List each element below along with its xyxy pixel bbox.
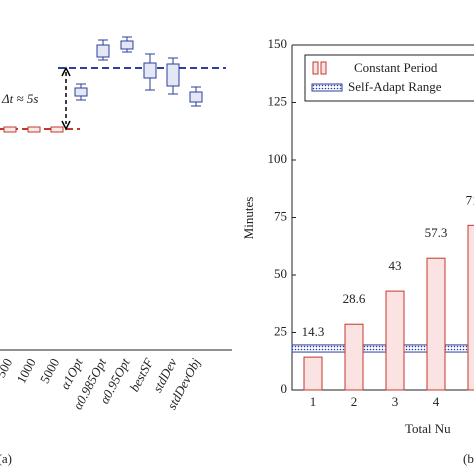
- value-label: 57.3: [425, 225, 448, 240]
- y-tick-label: 0: [281, 381, 288, 396]
- y-tick-label: 125: [268, 93, 288, 108]
- value-label: 14.3: [302, 324, 325, 339]
- caption: (b): [463, 451, 474, 466]
- y-tick-label: 100: [268, 151, 288, 166]
- y-tick-label: 25: [274, 323, 287, 338]
- legend: Constant Period Self-Adapt Range: [304, 54, 474, 102]
- y-axis-label: Minutes: [241, 197, 256, 240]
- x-tick-label: 1: [310, 394, 317, 409]
- y-tick-label: 50: [274, 266, 287, 281]
- legend-swatch: [320, 61, 327, 75]
- bar: [426, 257, 446, 391]
- annotation: Δt ≈ 5s: [1, 91, 38, 106]
- x-tick-label: 500: [0, 356, 15, 380]
- arrow-heads: [61, 66, 71, 131]
- value-label: 43: [389, 258, 402, 273]
- legend-label: Constant Period: [354, 60, 438, 75]
- legend-swatch: [311, 83, 343, 92]
- value-label: 28.6: [343, 291, 366, 306]
- x-axis-label: Total Nu: [405, 421, 451, 436]
- boxes-red: [3, 126, 64, 133]
- boxes-blue: [74, 36, 203, 107]
- legend-box: [304, 54, 474, 102]
- y-tick-label: 75: [274, 208, 287, 223]
- x-tick-label: 1000: [13, 356, 38, 386]
- bar: [344, 323, 364, 391]
- x-tick-label: 3: [392, 394, 399, 409]
- value-label: 71.6: [466, 192, 474, 207]
- y-tick-label: 150: [268, 36, 288, 51]
- caption: (a): [0, 451, 12, 466]
- bar: [467, 224, 474, 391]
- bar: [385, 290, 405, 391]
- legend-swatch: [312, 61, 319, 75]
- x-tick-label: 4: [433, 394, 440, 409]
- range-band: [291, 344, 474, 353]
- bar: [303, 356, 323, 391]
- right-chart: Minutes Total Nu (b) Constant Period Self…: [241, 36, 474, 466]
- x-tick-label: 2: [351, 394, 358, 409]
- left-chart: Δt ≈ 5s (a): [0, 36, 232, 466]
- legend-label: Self-Adapt Range: [348, 79, 442, 94]
